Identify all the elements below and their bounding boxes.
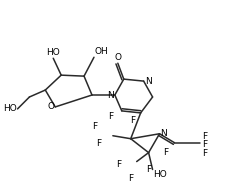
Text: O: O xyxy=(47,102,54,111)
Text: F: F xyxy=(164,148,169,157)
Text: HO: HO xyxy=(46,48,60,57)
Text: F: F xyxy=(130,116,135,125)
Text: O: O xyxy=(114,53,121,62)
Text: F: F xyxy=(108,112,114,121)
Text: F: F xyxy=(202,132,207,141)
Text: HO: HO xyxy=(154,170,167,179)
Text: N: N xyxy=(145,77,151,86)
Text: N: N xyxy=(160,129,167,138)
Text: F: F xyxy=(202,140,207,149)
Text: F: F xyxy=(146,165,151,174)
Text: N: N xyxy=(107,91,114,100)
Text: OH: OH xyxy=(95,47,109,56)
Text: F: F xyxy=(116,160,121,169)
Text: F: F xyxy=(92,122,97,131)
Text: HO: HO xyxy=(3,104,16,113)
Text: F: F xyxy=(128,174,133,184)
Text: F: F xyxy=(96,139,101,148)
Text: F: F xyxy=(202,149,207,158)
